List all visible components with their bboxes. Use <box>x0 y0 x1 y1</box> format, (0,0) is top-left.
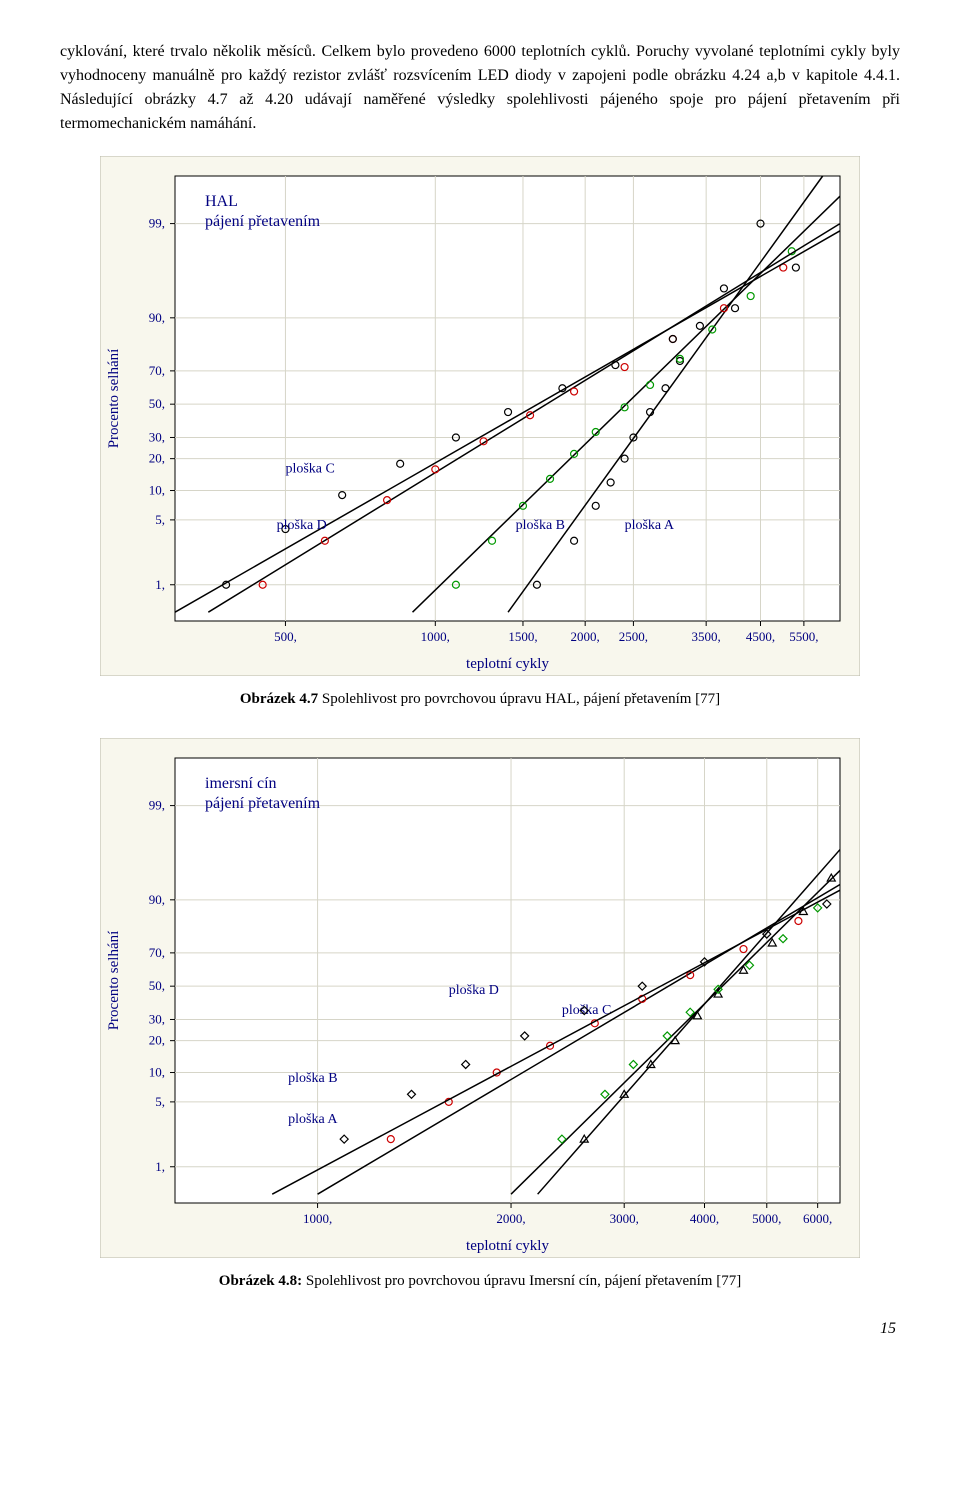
svg-text:1,: 1, <box>155 577 165 592</box>
svg-text:Procento selhání: Procento selhání <box>106 931 122 1031</box>
caption-chart1-rest: Spolehlivost pro povrchovou úpravu HAL, … <box>318 691 720 707</box>
svg-text:1000,: 1000, <box>421 629 450 644</box>
svg-text:50,: 50, <box>149 978 165 993</box>
svg-text:20,: 20, <box>149 451 165 466</box>
svg-text:ploška A: ploška A <box>288 1112 338 1127</box>
svg-text:ploška D: ploška D <box>277 518 327 533</box>
svg-text:70,: 70, <box>149 363 165 378</box>
svg-text:teplotní cykly: teplotní cykly <box>466 656 549 672</box>
chart-imersni: 1000, 2000, 3000, 4000, 5000, 6000, 1, 5, 10, 20,… <box>100 738 860 1258</box>
svg-text:90,: 90, <box>149 892 165 907</box>
svg-text:4000,: 4000, <box>690 1211 719 1226</box>
svg-text:2500,: 2500, <box>619 629 648 644</box>
svg-text:50,: 50, <box>149 396 165 411</box>
svg-text:pájení přetavením: pájení přetavením <box>205 795 321 812</box>
chart-hal: 500, 1000, 1500, 2000, 2500, 3500, 4500, 5500, 1… <box>100 156 860 676</box>
caption-chart2: Obrázek 4.8: Spolehlivost pro povrchovou… <box>60 1273 900 1290</box>
svg-text:90,: 90, <box>149 310 165 325</box>
svg-text:ploška B: ploška B <box>516 518 565 533</box>
svg-text:30,: 30, <box>149 1011 165 1026</box>
svg-text:5,: 5, <box>155 1094 165 1109</box>
svg-text:5000,: 5000, <box>752 1211 781 1226</box>
svg-text:3500,: 3500, <box>692 629 721 644</box>
svg-text:3000,: 3000, <box>610 1211 639 1226</box>
svg-text:6000,: 6000, <box>803 1211 832 1226</box>
svg-text:99,: 99, <box>149 216 165 231</box>
svg-text:2000,: 2000, <box>571 629 600 644</box>
svg-text:30,: 30, <box>149 429 165 444</box>
svg-text:teplotní cykly: teplotní cykly <box>466 1238 549 1254</box>
svg-text:70,: 70, <box>149 945 165 960</box>
caption-chart1: Obrázek 4.7 Spolehlivost pro povrchovou … <box>60 691 900 708</box>
svg-text:1500,: 1500, <box>508 629 537 644</box>
body-paragraph: cyklování, které trvalo několik měsíců. … <box>60 40 900 136</box>
svg-text:20,: 20, <box>149 1033 165 1048</box>
page-number: 15 <box>60 1320 900 1338</box>
svg-text:imersní cín: imersní cín <box>205 775 277 792</box>
caption-chart2-bold: Obrázek 4.8: <box>219 1273 302 1289</box>
svg-text:1000,: 1000, <box>303 1211 332 1226</box>
svg-text:pájení přetavením: pájení přetavením <box>205 213 321 230</box>
svg-text:HAL: HAL <box>205 193 238 210</box>
svg-text:5500,: 5500, <box>789 629 818 644</box>
svg-text:10,: 10, <box>149 483 165 498</box>
svg-text:ploška B: ploška B <box>288 1071 337 1086</box>
svg-text:99,: 99, <box>149 798 165 813</box>
svg-text:ploška C: ploška C <box>285 461 334 476</box>
svg-text:Procento selhání: Procento selhání <box>106 349 122 449</box>
svg-text:500,: 500, <box>274 629 297 644</box>
caption-chart2-rest: Spolehlivost pro povrchovou úpravu Imers… <box>302 1273 741 1289</box>
svg-text:5,: 5, <box>155 512 165 527</box>
svg-text:2000,: 2000, <box>496 1211 525 1226</box>
svg-text:ploška D: ploška D <box>449 983 499 998</box>
caption-chart1-bold: Obrázek 4.7 <box>240 691 318 707</box>
svg-text:4500,: 4500, <box>746 629 775 644</box>
svg-text:1,: 1, <box>155 1159 165 1174</box>
svg-text:10,: 10, <box>149 1065 165 1080</box>
svg-text:ploška A: ploška A <box>625 518 675 533</box>
